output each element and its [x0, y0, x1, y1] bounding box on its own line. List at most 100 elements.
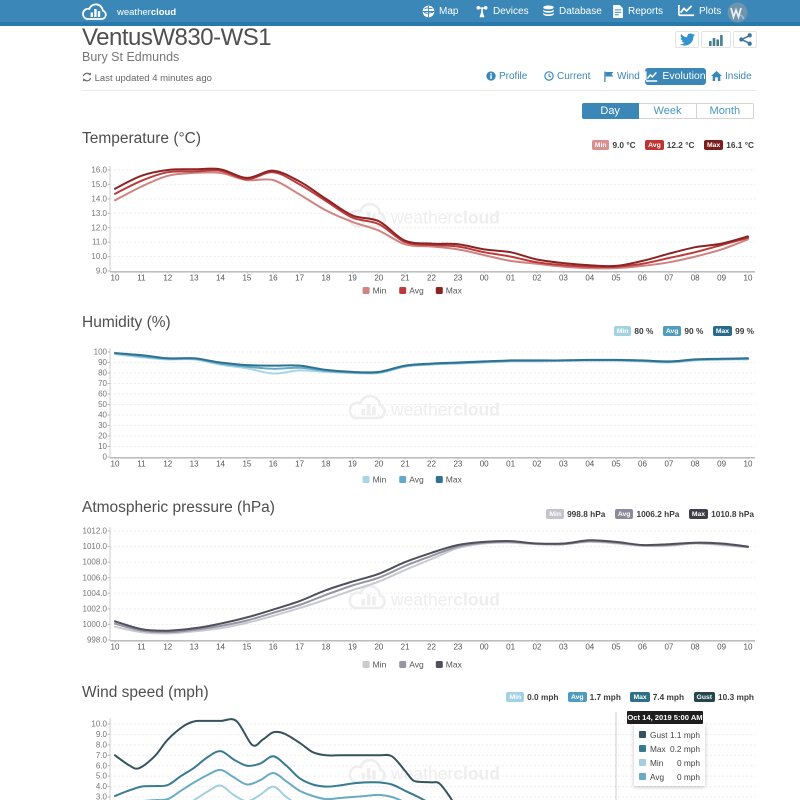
svg-text:19: 19 [348, 643, 357, 652]
svg-text:05: 05 [612, 274, 621, 283]
svg-text:10: 10 [744, 274, 753, 283]
svg-text:21: 21 [401, 643, 410, 652]
svg-text:22: 22 [427, 274, 436, 283]
svg-text:Avg: Avg [409, 285, 424, 295]
svg-text:weathercloud: weathercloud [390, 590, 500, 610]
svg-text:1004.0: 1004.0 [83, 589, 108, 598]
svg-text:03: 03 [559, 460, 568, 469]
svg-text:3.0: 3.0 [96, 793, 108, 800]
svg-text:18: 18 [322, 274, 331, 283]
svg-text:10: 10 [744, 460, 753, 469]
svg-text:9.0: 9.0 [96, 267, 108, 276]
svg-text:1012.0: 1012.0 [83, 527, 108, 536]
svg-text:21: 21 [401, 460, 410, 469]
svg-text:14: 14 [216, 643, 225, 652]
svg-text:09: 09 [717, 274, 726, 283]
svg-text:60: 60 [98, 390, 107, 399]
svg-text:02: 02 [533, 274, 542, 283]
svg-text:23: 23 [453, 643, 462, 652]
svg-text:16: 16 [269, 274, 278, 283]
svg-text:Max: Max [446, 474, 463, 484]
svg-text:01: 01 [506, 643, 515, 652]
svg-text:23: 23 [453, 274, 462, 283]
svg-text:11.0: 11.0 [92, 238, 108, 247]
svg-text:20: 20 [374, 460, 383, 469]
svg-text:11: 11 [137, 460, 146, 469]
svg-text:13: 13 [190, 643, 199, 652]
svg-text:07: 07 [664, 643, 673, 652]
svg-text:1010.0: 1010.0 [83, 542, 108, 551]
svg-text:90: 90 [98, 358, 107, 367]
svg-text:10.0: 10.0 [91, 720, 107, 729]
svg-text:14: 14 [216, 274, 225, 283]
svg-text:02: 02 [533, 643, 542, 652]
svg-text:18: 18 [322, 643, 331, 652]
svg-text:06: 06 [638, 274, 647, 283]
svg-text:20: 20 [98, 432, 107, 441]
svg-text:40: 40 [98, 411, 107, 420]
svg-text:07: 07 [664, 460, 673, 469]
svg-text:0: 0 [103, 453, 108, 462]
svg-text:18: 18 [322, 460, 331, 469]
svg-text:00: 00 [480, 643, 489, 652]
svg-text:16: 16 [269, 460, 278, 469]
svg-text:06: 06 [638, 643, 647, 652]
svg-text:Min: Min [373, 474, 387, 484]
svg-text:15: 15 [242, 643, 251, 652]
svg-text:50: 50 [98, 400, 107, 409]
svg-text:6.0: 6.0 [96, 761, 108, 770]
svg-text:21: 21 [401, 274, 410, 283]
svg-text:Avg: Avg [409, 474, 424, 484]
svg-text:04: 04 [585, 643, 594, 652]
svg-text:20: 20 [374, 274, 383, 283]
svg-text:80: 80 [98, 369, 107, 378]
svg-text:998.0: 998.0 [87, 636, 108, 645]
svg-text:05: 05 [612, 460, 621, 469]
svg-text:12: 12 [163, 643, 172, 652]
svg-text:10: 10 [111, 274, 120, 283]
svg-text:10: 10 [111, 643, 120, 652]
svg-text:13: 13 [190, 274, 199, 283]
svg-text:1000.0: 1000.0 [83, 620, 108, 629]
svg-text:09: 09 [717, 643, 726, 652]
svg-text:16: 16 [269, 643, 278, 652]
svg-text:1006.0: 1006.0 [83, 573, 108, 582]
svg-text:08: 08 [691, 274, 700, 283]
svg-text:07: 07 [664, 274, 673, 283]
svg-text:01: 01 [506, 274, 515, 283]
svg-text:04: 04 [585, 274, 594, 283]
svg-text:70: 70 [98, 379, 107, 388]
svg-text:15: 15 [242, 274, 251, 283]
svg-text:11: 11 [137, 274, 146, 283]
svg-text:Avg: Avg [409, 659, 424, 669]
svg-text:10: 10 [111, 460, 120, 469]
svg-text:13: 13 [190, 460, 199, 469]
svg-text:08: 08 [691, 643, 700, 652]
svg-text:12: 12 [163, 460, 172, 469]
svg-text:03: 03 [559, 274, 568, 283]
svg-text:04: 04 [585, 460, 594, 469]
svg-text:Min: Min [373, 659, 387, 669]
svg-text:1008.0: 1008.0 [83, 558, 108, 567]
svg-text:5.0: 5.0 [96, 772, 108, 781]
svg-text:Max: Max [446, 285, 463, 295]
svg-text:weathercloud: weathercloud [390, 208, 500, 228]
svg-text:19: 19 [348, 460, 357, 469]
svg-text:15.0: 15.0 [91, 180, 107, 189]
svg-text:1002.0: 1002.0 [83, 605, 108, 614]
svg-text:11: 11 [137, 643, 146, 652]
svg-text:22: 22 [427, 460, 436, 469]
svg-text:7.0: 7.0 [96, 751, 108, 760]
svg-text:02: 02 [533, 460, 542, 469]
svg-text:08: 08 [691, 460, 700, 469]
svg-text:03: 03 [559, 643, 568, 652]
svg-text:10: 10 [98, 442, 107, 451]
svg-text:23: 23 [453, 460, 462, 469]
svg-text:12.0: 12.0 [91, 223, 107, 232]
svg-text:10: 10 [744, 643, 753, 652]
svg-text:Max: Max [446, 659, 463, 669]
svg-text:01: 01 [506, 460, 515, 469]
svg-text:12: 12 [163, 274, 172, 283]
svg-text:05: 05 [612, 643, 621, 652]
svg-text:8.0: 8.0 [96, 741, 108, 750]
